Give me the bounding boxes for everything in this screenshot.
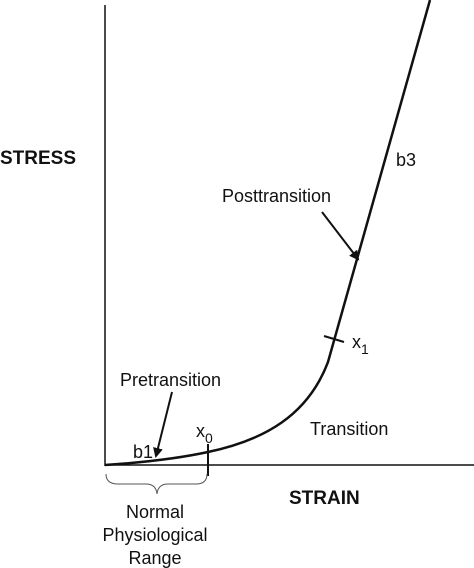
x1-symbol: x bbox=[352, 332, 361, 352]
x0-symbol: x bbox=[196, 421, 205, 441]
stress-strain-curve bbox=[104, 0, 432, 467]
x1-label: x1 bbox=[352, 332, 369, 357]
x1-tick bbox=[323, 335, 345, 343]
x-axis-label: STRAIN bbox=[289, 488, 360, 509]
x1-subscript: 1 bbox=[361, 341, 369, 357]
x0-subscript: 0 bbox=[205, 430, 213, 446]
y-axis-label: STRESS bbox=[0, 148, 76, 169]
range-line2: Physiological bbox=[102, 525, 207, 545]
x0-label: x0 bbox=[196, 421, 213, 446]
posttransition-arrow bbox=[321, 211, 360, 261]
transition-label: Transition bbox=[310, 419, 388, 439]
b3-label: b3 bbox=[396, 150, 416, 170]
b1-label: b1 bbox=[133, 442, 153, 462]
posttransition-label: Posttransition bbox=[222, 186, 331, 206]
pretransition-arrow bbox=[153, 391, 173, 458]
range-line1: Normal bbox=[126, 502, 184, 522]
range-line3: Range bbox=[128, 548, 181, 568]
pretransition-label: Pretransition bbox=[120, 370, 221, 390]
range-brace bbox=[105, 473, 208, 495]
